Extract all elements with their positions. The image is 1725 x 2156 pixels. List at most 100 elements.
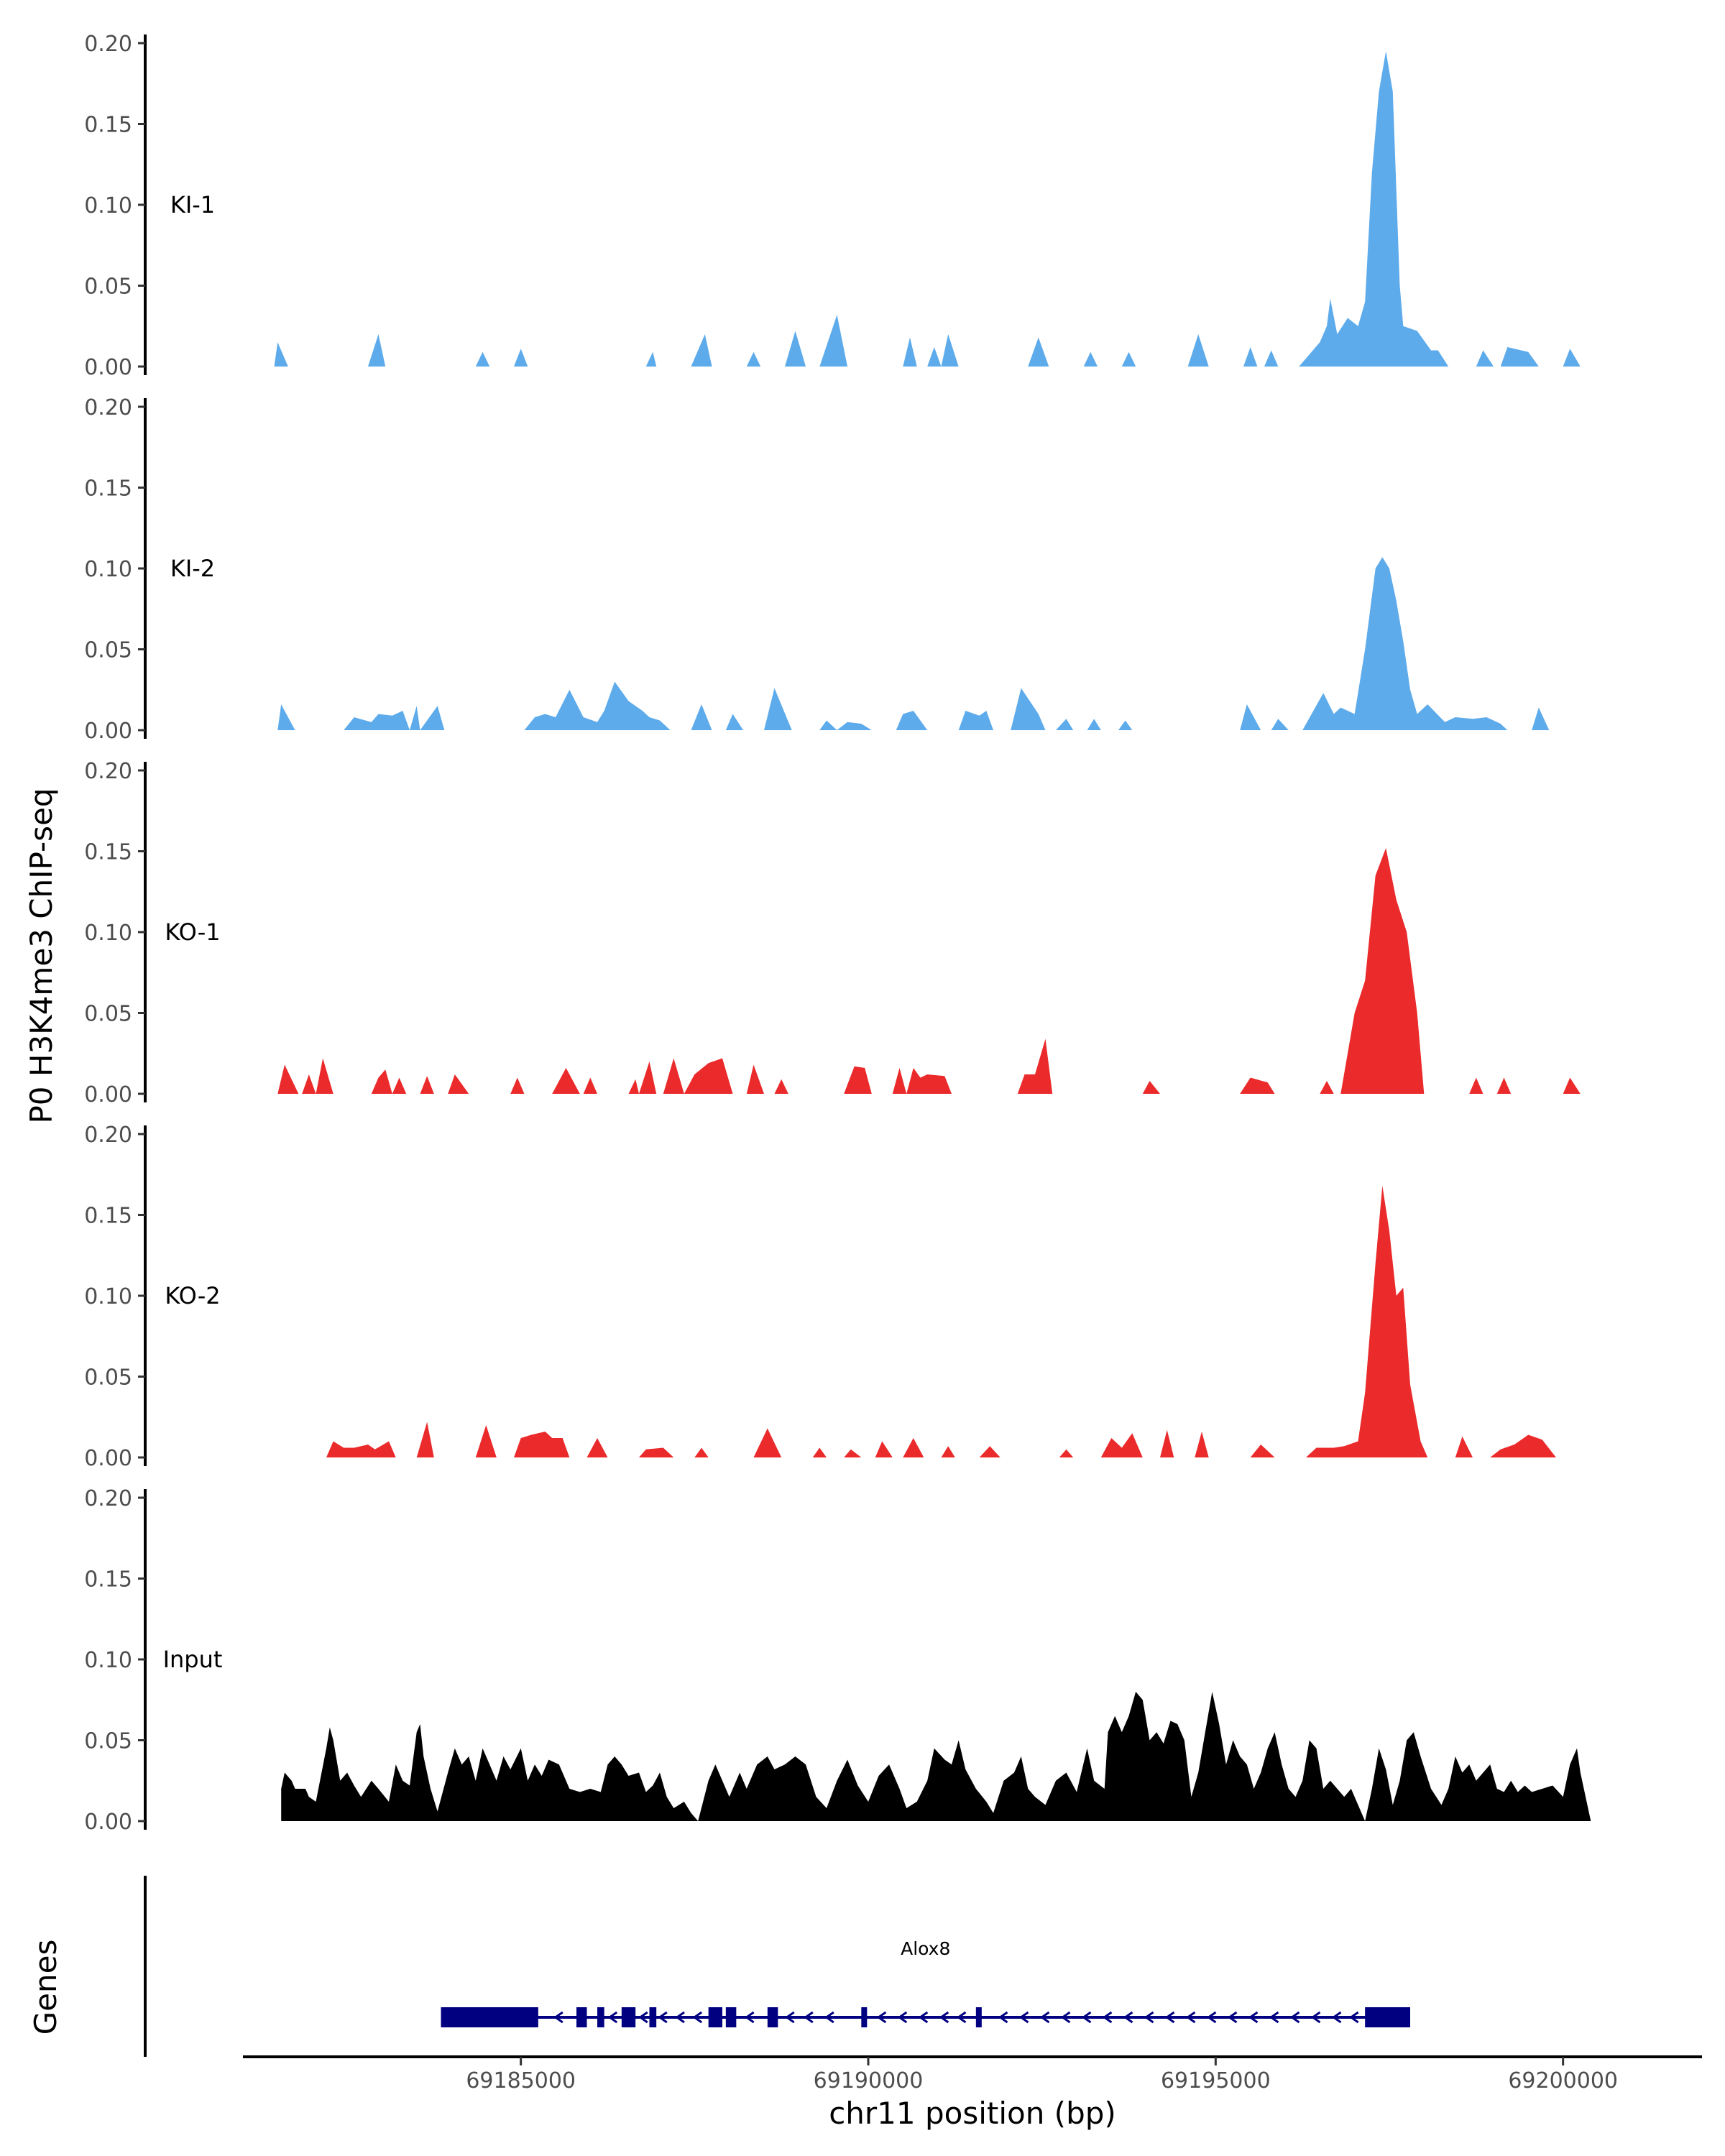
signal-area-ki-1	[645, 351, 657, 367]
y-tick-label: 0.10	[84, 921, 132, 946]
signal-area-ki-1	[1299, 51, 1449, 367]
strand-arrow-icon	[1164, 2011, 1175, 2024]
signal-area-ko-1	[1240, 1077, 1275, 1094]
strand-arrow-icon	[553, 2011, 564, 2024]
signal-area-ko-1	[510, 1077, 525, 1094]
signal-area-ki-2	[725, 714, 743, 730]
signal-area-ki-1	[1264, 350, 1279, 367]
signal-area-ko-1	[1469, 1077, 1484, 1094]
signal-area-ko-2	[639, 1447, 674, 1457]
signal-area-ki-1	[274, 342, 288, 367]
y-tick-label: 0.20	[84, 1123, 132, 1148]
y-tick-label: 0.00	[84, 355, 132, 380]
signal-area-ko-2	[1306, 1186, 1428, 1457]
y-tick-label: 0.10	[84, 1284, 132, 1309]
strand-arrow-icon	[939, 2011, 949, 2024]
strand-arrow-icon	[824, 2011, 834, 2024]
signal-area-ko-1	[420, 1076, 434, 1094]
gene-exon	[861, 2007, 868, 2027]
track-ki-2: 0.00 0.05 0.10 0.15 0.20 KI-2	[84, 395, 1550, 744]
strand-arrow-icon	[1060, 2011, 1071, 2024]
x-tick-label: 69185000	[466, 2068, 576, 2093]
signal-area-ko-1	[892, 1068, 952, 1094]
x-axis: 69185000 69190000 69195000 69200000	[243, 2055, 1702, 2093]
y-tick-label: 0.00	[84, 719, 132, 744]
track-label-ko-2: KO-2	[165, 1282, 220, 1309]
signal-area-ko-1	[448, 1074, 469, 1094]
signal-area-ko-2	[416, 1422, 434, 1457]
tracks-layer: 0.00 0.05 0.10 0.15 0.20 KI-1 0.00 0.05 0.10 0.15…	[84, 32, 1591, 1835]
signal-area-ko-2	[903, 1438, 924, 1457]
signal-area-ki-1	[1083, 351, 1098, 367]
signal-area-ki-2	[1271, 719, 1289, 730]
x-tick-label: 69190000	[814, 2068, 924, 2093]
gene-exon	[649, 2007, 657, 2027]
strand-arrow-icon	[1081, 2011, 1092, 2024]
x-tick-label: 69195000	[1161, 2068, 1271, 2093]
signal-area-ko-2	[1195, 1432, 1209, 1457]
strand-arrow-icon	[638, 2011, 648, 2024]
y-tick-label: 0.15	[84, 1204, 132, 1229]
signal-area-ko-2	[1250, 1445, 1275, 1457]
signal-area-ko-2	[844, 1449, 862, 1457]
signal-area-ko-2	[979, 1446, 1000, 1457]
y-tick-label: 0.05	[84, 1365, 132, 1391]
x-tick-label: 69200000	[1508, 2068, 1618, 2093]
signal-area-ko-2	[475, 1425, 497, 1457]
signal-area-ki-2	[1056, 719, 1074, 730]
gene-track-label: Genes	[28, 1940, 63, 2035]
signal-area-ki-2	[819, 720, 872, 730]
signal-area-ki-1	[475, 351, 490, 367]
y-tick-label: 0.05	[84, 638, 132, 663]
strand-arrow-icon	[998, 2011, 1008, 2024]
signal-area-ki-1	[1243, 347, 1258, 367]
y-tick-label: 0.20	[84, 395, 132, 420]
signal-area-ko-1	[1142, 1081, 1160, 1094]
strand-arrow-icon	[1227, 2011, 1238, 2024]
signal-area-ki-2	[1011, 688, 1046, 730]
gene-exon	[767, 2007, 778, 2027]
signal-area-ki-1	[903, 337, 917, 367]
y-tick-label: 0.05	[84, 1002, 132, 1027]
strand-arrow-icon	[745, 2011, 755, 2024]
signal-area-ko-1	[1496, 1077, 1512, 1094]
signal-area-ki-1	[819, 315, 847, 367]
y-tick-label: 0.15	[84, 113, 132, 138]
strand-arrow-icon	[1289, 2011, 1300, 2024]
signal-area-ki-2	[1118, 720, 1133, 730]
signal-area-ki-2	[764, 688, 792, 730]
y-tick-label: 0.15	[84, 840, 132, 865]
track-label-ki-2: KI-2	[170, 555, 215, 582]
signal-area-ki-1	[514, 349, 528, 367]
gene-exon	[975, 2007, 982, 2027]
gene-exon	[725, 2007, 737, 2027]
gene-exon	[1365, 2007, 1410, 2027]
signal-area-ko-1	[844, 1066, 872, 1094]
y-tick-label: 0.10	[84, 1648, 132, 1673]
signal-area-ko-1	[1340, 848, 1425, 1094]
strand-arrow-icon	[1185, 2011, 1196, 2024]
signal-area-ko-1	[371, 1069, 407, 1094]
signal-area-ko-1	[1563, 1077, 1581, 1094]
signal-area-ki-2	[1240, 704, 1261, 730]
signal-area-ki-2	[1302, 557, 1508, 730]
track-input: 0.00 0.05 0.10 0.15 0.20 Input	[84, 1486, 1591, 1835]
signal-area-ki-2	[896, 711, 928, 730]
gene-exon	[576, 2007, 587, 2027]
strand-arrow-icon	[1206, 2011, 1217, 2024]
y-tick-label: 0.05	[84, 275, 132, 300]
strand-arrow-icon	[918, 2011, 929, 2024]
track-ki-1: 0.00 0.05 0.10 0.15 0.20 KI-1	[84, 32, 1581, 380]
signal-area-ko-1	[774, 1079, 788, 1094]
signal-area-ko-2	[1490, 1434, 1556, 1457]
y-tick-label: 0.00	[84, 1446, 132, 1471]
strand-arrow-icon	[804, 2011, 814, 2024]
signal-area-ki-1	[368, 334, 386, 367]
signal-area-ko-2	[326, 1441, 396, 1457]
strand-arrow-icon	[1269, 2011, 1279, 2024]
y-tick-label: 0.05	[84, 1729, 132, 1754]
signal-area-ko-2	[514, 1432, 570, 1457]
gene-exon	[708, 2007, 722, 2027]
signal-area-ko-2	[812, 1447, 827, 1457]
